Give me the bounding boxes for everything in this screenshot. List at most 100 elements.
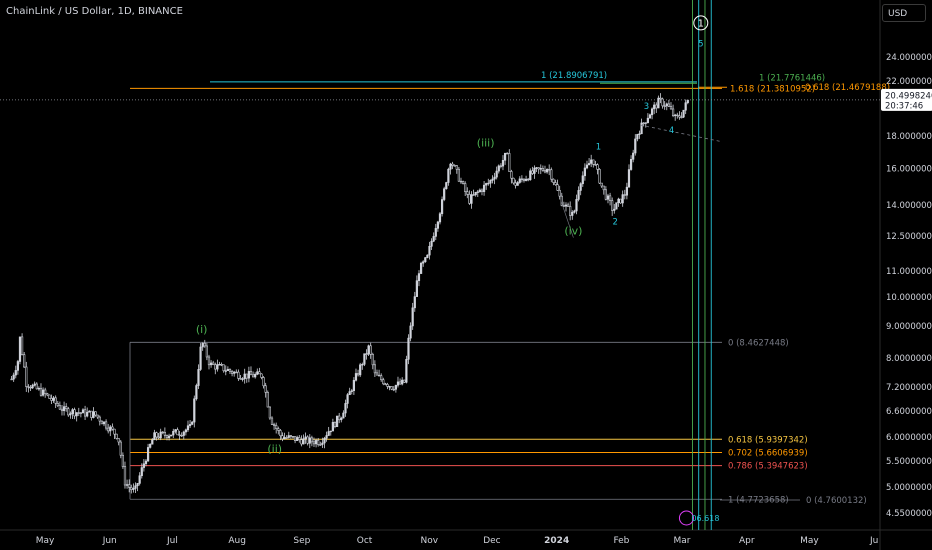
candle-body	[482, 184, 486, 192]
candle-body	[529, 170, 532, 181]
candle-body	[472, 194, 475, 196]
candle-body	[340, 417, 343, 421]
candle-body	[592, 159, 595, 165]
candle-body	[167, 435, 171, 439]
candle-body	[205, 345, 208, 358]
candle-body	[487, 182, 490, 185]
candle-body	[466, 191, 469, 195]
candle-body	[140, 467, 143, 477]
candle-body	[680, 116, 683, 119]
candle-body	[665, 103, 668, 107]
candle-body	[365, 353, 368, 355]
candle-body	[369, 345, 372, 355]
candle-body	[552, 178, 555, 183]
candle-body	[648, 114, 652, 119]
candle-body	[138, 475, 141, 484]
candle-body	[577, 190, 580, 200]
candle-body	[386, 384, 389, 387]
candle-body	[674, 114, 677, 117]
y-tick-label: 6.0000000	[886, 433, 932, 443]
candle-body	[243, 373, 246, 380]
candle-body	[333, 422, 337, 427]
candle-body	[388, 386, 391, 388]
candle-body	[640, 122, 643, 135]
candle-body	[117, 438, 120, 443]
candle-body	[575, 199, 578, 212]
candle-body	[508, 153, 511, 172]
candle-body	[285, 437, 288, 439]
candle-body	[533, 167, 536, 174]
candle-body	[279, 430, 282, 437]
candle-body	[256, 371, 259, 375]
candle-body	[31, 384, 34, 389]
candle-body	[245, 373, 248, 379]
candle-body	[65, 406, 68, 410]
candle-body	[497, 165, 500, 172]
candle-body	[302, 438, 305, 445]
candle-body	[417, 273, 421, 282]
candle-body	[445, 182, 448, 189]
candle-body	[14, 370, 17, 376]
candle-body	[214, 364, 217, 370]
candle-body	[39, 387, 43, 396]
candle-body	[520, 178, 523, 180]
candle-body	[478, 189, 481, 193]
candle-body	[262, 377, 265, 387]
candle-body	[81, 409, 85, 414]
y-tick-label: 6.6000000	[886, 407, 932, 417]
x-tick-label: May	[36, 536, 55, 546]
candle-body	[512, 177, 515, 184]
candle-body	[527, 178, 530, 181]
candle-body	[632, 152, 635, 160]
wave-label: 5	[698, 39, 703, 49]
candle-body	[312, 441, 316, 445]
candle-body	[573, 210, 576, 213]
y-tick-label: 7.2000000	[886, 383, 932, 393]
x-tick-label: Jun	[102, 536, 117, 546]
candle-body	[501, 159, 505, 167]
candle-body	[18, 336, 22, 362]
candle-body	[132, 488, 135, 490]
x-tick-label: Jul	[166, 536, 178, 546]
candle-body	[44, 389, 47, 394]
wave-label: (iii)	[477, 136, 495, 149]
candle-body	[188, 424, 192, 427]
last-price-value: 20.4998240	[885, 91, 932, 101]
candle-body	[363, 353, 366, 365]
candle-body	[522, 179, 526, 181]
candle-body	[134, 485, 137, 489]
last-price-tag	[881, 88, 932, 111]
candle-body	[268, 406, 271, 419]
x-tick-label: Sep	[293, 536, 310, 546]
candle-body	[193, 398, 196, 423]
candle-body	[457, 168, 460, 182]
candle-body	[249, 371, 253, 376]
candle-body	[468, 194, 471, 204]
candle-body	[380, 375, 383, 381]
candle-body	[503, 152, 507, 161]
candle-body	[25, 366, 28, 387]
candle-body	[382, 379, 385, 385]
wave-label: 1	[698, 18, 704, 29]
candle-body	[308, 437, 311, 444]
candle-body	[396, 381, 400, 386]
y-tick-label: 16.0000000	[886, 164, 932, 174]
candle-body	[94, 411, 97, 416]
candle-body	[566, 204, 570, 207]
candle-body	[464, 183, 467, 192]
candle-body	[317, 440, 320, 445]
candle-body	[636, 134, 639, 140]
candle-body	[165, 435, 169, 439]
candle-body	[350, 390, 353, 392]
fib-level-label: 0 (8.4627448)	[728, 338, 789, 348]
candle-body	[598, 169, 601, 184]
candle-body	[182, 431, 185, 436]
candle-body	[661, 98, 664, 107]
candle-body	[398, 381, 402, 385]
currency-button[interactable]: USD	[882, 4, 926, 22]
fib-level-label: 0.618 (5.9397342)	[728, 435, 808, 445]
candle-body	[581, 175, 584, 185]
candle-body	[12, 374, 15, 380]
candle-body	[258, 371, 261, 375]
